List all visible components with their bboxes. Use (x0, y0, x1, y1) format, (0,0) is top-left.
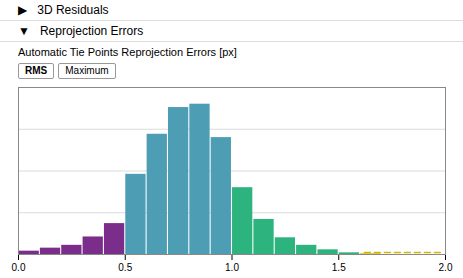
html-text:RMS: RMS (25, 65, 48, 76)
html-text:Automatic Tie Points Reproject: Automatic Tie Points Reprojection Errors… (18, 46, 237, 58)
svg-text:0.5: 0.5 (118, 262, 132, 273)
svg-text:1.0: 1.0 (225, 262, 239, 273)
html-text:▼ Reprojection Errors: ▼ Reprojection Errors (18, 24, 144, 38)
html-text:▶ 3D Residuals: ▶ 3D Residuals (18, 3, 109, 17)
svg-text:0.0: 0.0 (12, 262, 26, 273)
html-text:Maximum: Maximum (65, 65, 109, 76)
svg-text:2.0: 2.0 (439, 262, 453, 273)
svg-text:1.5: 1.5 (332, 262, 346, 273)
